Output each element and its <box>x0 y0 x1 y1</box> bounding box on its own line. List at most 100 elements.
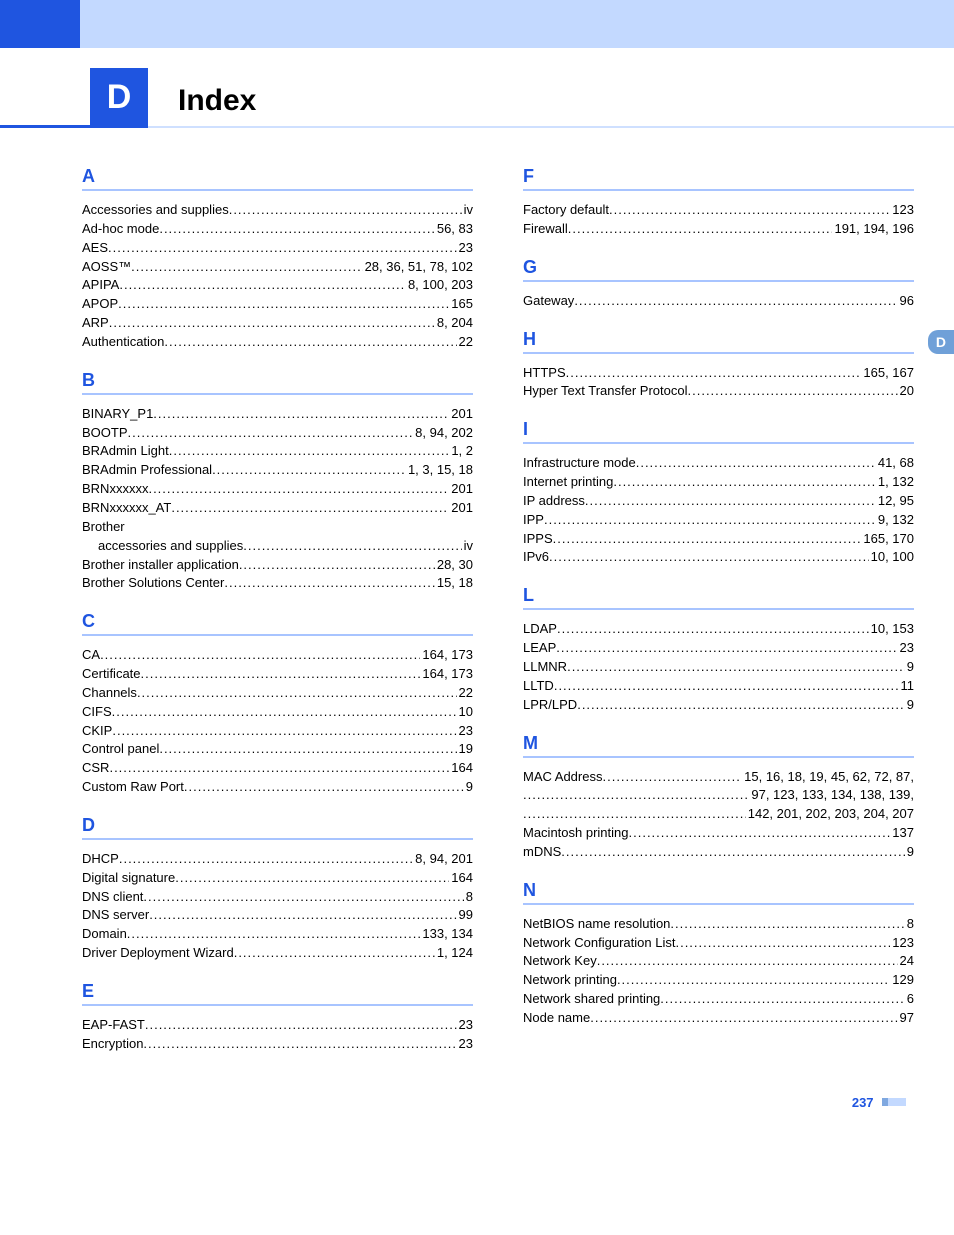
index-leader <box>617 971 890 990</box>
index-entry-pages: 8, 94, 202 <box>413 424 473 443</box>
index-entry-label: BRNxxxxxx_AT <box>82 499 171 518</box>
index-leader <box>660 990 904 1009</box>
index-leader <box>553 530 862 549</box>
index-entry-label: HTTPS <box>523 364 566 383</box>
index-entry-label: Authentication <box>82 333 164 352</box>
index-entry-pages: 20 <box>898 382 914 401</box>
chapter-title: Index <box>178 84 256 118</box>
index-entry-label: Custom Raw Port <box>82 778 184 797</box>
index-entry: Certificate 164, 173 <box>82 665 473 684</box>
index-entry-pages: 23 <box>457 1035 473 1054</box>
index-leader <box>229 201 462 220</box>
index-leader <box>159 740 456 759</box>
index-leader <box>568 220 833 239</box>
index-entry-pages: 133, 134 <box>420 925 473 944</box>
index-entry-label: Encryption <box>82 1035 143 1054</box>
index-entry-label: APIPA <box>82 276 119 295</box>
page-footer-mark <box>882 1098 906 1106</box>
index-entry: Accessories and supplies iv <box>82 201 473 220</box>
index-leader <box>118 295 449 314</box>
index-leader <box>159 220 435 239</box>
index-entry-pages: 19 <box>457 740 473 759</box>
index-entry-pages: 164, 173 <box>420 646 473 665</box>
index-leader <box>169 442 450 461</box>
index-entry-pages: 165, 167 <box>861 364 914 383</box>
index-leader <box>239 556 435 575</box>
index-leader <box>243 537 461 556</box>
index-entry-pages: 142, 201, 202, 203, 204, 207 <box>746 805 914 824</box>
index-entry-label: Node name <box>523 1009 590 1028</box>
index-entry-pages: 23 <box>898 639 914 658</box>
section-letter-A: A <box>82 166 473 191</box>
index-entry: Network Key 24 <box>523 952 914 971</box>
index-entry-pages: 28, 36, 51, 78, 102 <box>363 258 473 277</box>
index-entry-label: AES <box>82 239 108 258</box>
index-entry: IP address 12, 95 <box>523 492 914 511</box>
index-leader <box>143 1035 456 1054</box>
index-entry-label: CSR <box>82 759 109 778</box>
index-entry: NetBIOS name resolution 8 <box>523 915 914 934</box>
index-entry-pages: 56, 83 <box>435 220 473 239</box>
index-entry-pages: 201 <box>449 405 473 424</box>
index-entry-label: MAC Address <box>523 768 602 787</box>
index-leader <box>175 869 449 888</box>
index-entry-pages: 164, 173 <box>420 665 473 684</box>
index-entry-pages: 137 <box>890 824 914 843</box>
index-entry-pages: 1, 132 <box>876 473 914 492</box>
section-letter-M: M <box>523 733 914 758</box>
index-leader <box>574 292 897 311</box>
index-entry-label: accessories and supplies <box>98 537 243 556</box>
index-entry-label: Control panel <box>82 740 159 759</box>
index-entry-pages: 96 <box>898 292 914 311</box>
index-entry: Channels 22 <box>82 684 473 703</box>
index-leader <box>688 382 898 401</box>
index-leader <box>629 824 891 843</box>
index-entry: ARP 8, 204 <box>82 314 473 333</box>
index-leader <box>567 658 905 677</box>
index-leader <box>585 492 876 511</box>
index-entry: AES 23 <box>82 239 473 258</box>
index-leader <box>597 952 898 971</box>
index-entry-label: BRAdmin Light <box>82 442 169 461</box>
index-entry-pages: 123 <box>890 934 914 953</box>
section-letter-D: D <box>82 815 473 840</box>
section-letter-L: L <box>523 585 914 610</box>
section-letter-I: I <box>523 419 914 444</box>
index-entry: Domain 133, 134 <box>82 925 473 944</box>
index-leader <box>556 639 897 658</box>
index-leader <box>590 1009 897 1028</box>
index-entry: CKIP 23 <box>82 722 473 741</box>
index-entry-pages: 201 <box>449 480 473 499</box>
index-entry-label: EAP-FAST <box>82 1016 145 1035</box>
index-entry-pages: 9 <box>905 696 914 715</box>
index-entry-label: Firewall <box>523 220 568 239</box>
index-content: A Accessories and supplies iv Ad-hoc mod… <box>0 166 954 1054</box>
index-entry-pages: 8, 94, 201 <box>413 850 473 869</box>
index-entry-label: Accessories and supplies <box>82 201 229 220</box>
index-entry-pages: 123 <box>890 201 914 220</box>
index-entry-label: IP address <box>523 492 585 511</box>
index-entry: Encryption 23 <box>82 1035 473 1054</box>
index-entry-pages: 11 <box>899 677 915 696</box>
index-entry: Infrastructure mode 41, 68 <box>523 454 914 473</box>
index-entry-label: Brother Solutions Center <box>82 574 224 593</box>
index-entry: Gateway 96 <box>523 292 914 311</box>
side-tab: D <box>928 330 954 354</box>
index-leader <box>153 405 449 424</box>
index-entry-pages: 15, 18 <box>435 574 473 593</box>
index-entry: APOP 165 <box>82 295 473 314</box>
index-entry-label: LEAP <box>523 639 556 658</box>
index-leader <box>675 934 890 953</box>
section-letter-N: N <box>523 880 914 905</box>
index-entry-label: LLMNR <box>523 658 567 677</box>
index-entry: Factory default 123 <box>523 201 914 220</box>
index-entry-label: BRNxxxxxx <box>82 480 148 499</box>
index-entry-mac: MAC Address 15, 16, 18, 19, 45, 62, 72, … <box>523 768 914 825</box>
index-entry-label: Network Configuration List <box>523 934 675 953</box>
index-entry-label: DHCP <box>82 850 119 869</box>
index-entry-pages: 9 <box>464 778 473 797</box>
index-entry-label: ARP <box>82 314 109 333</box>
index-entry-label: Network Key <box>523 952 597 971</box>
index-entry: DNS server 99 <box>82 906 473 925</box>
index-entry-label: Infrastructure mode <box>523 454 636 473</box>
